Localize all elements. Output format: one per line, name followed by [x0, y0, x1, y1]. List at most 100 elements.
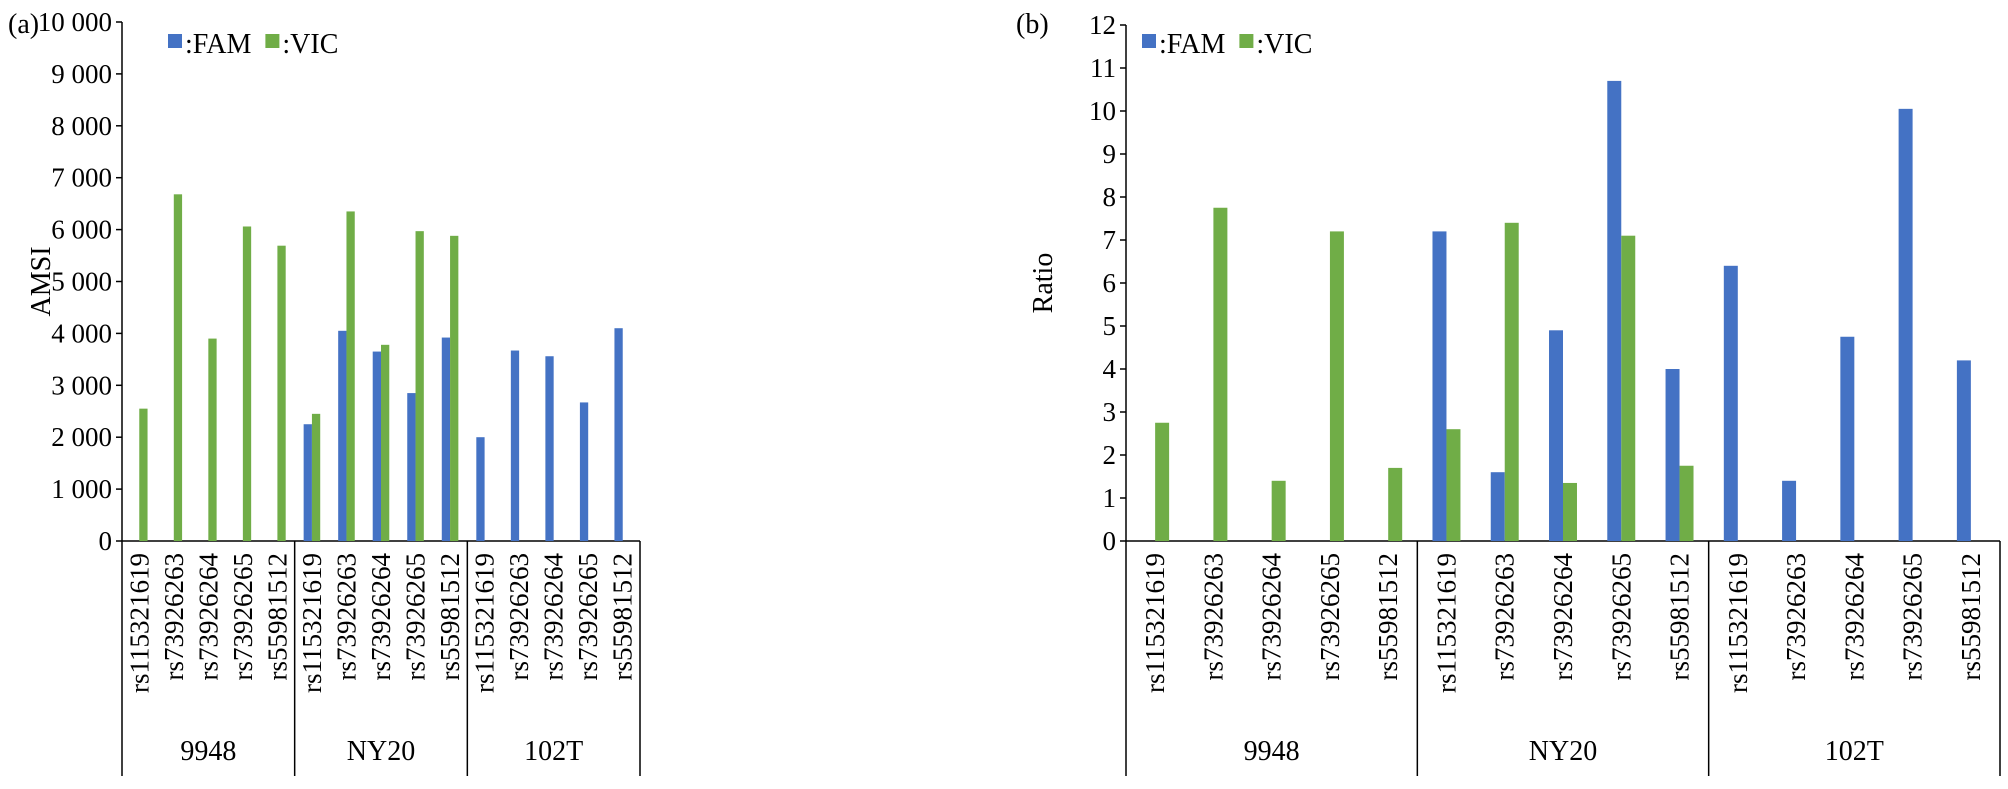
- panel-a-bar-fam: [614, 328, 623, 541]
- panel-a-ytick-label: 4 000: [51, 318, 112, 348]
- panel-a-category-label: rs55981512: [435, 553, 465, 681]
- panel-b-group-label: 9948: [1244, 736, 1300, 767]
- panel-b-category-label: rs73926264: [1839, 553, 1869, 681]
- panel-a-label: (a): [8, 9, 39, 40]
- panel-b-bar-vic: [1213, 207, 1228, 541]
- panel-b-ytick-label: 3: [1103, 397, 1117, 427]
- panel-b-bar-fam: [1665, 369, 1680, 541]
- panel-b-ytick-label: 0: [1103, 526, 1117, 556]
- panel-b-ylabel: Ratio: [1028, 253, 1059, 314]
- panel-a-ytick-label: 9 000: [51, 59, 112, 89]
- panel-a-bar-fam: [545, 356, 554, 541]
- panel-a-bar-vic: [242, 226, 252, 541]
- panel-a-bar-fam: [510, 350, 520, 541]
- panel-b-category-label: rs73926263: [1198, 553, 1228, 681]
- panel-a-category-label: rs55981512: [262, 553, 292, 681]
- panel-a-group-label: NY20: [347, 736, 415, 767]
- panel-b-ytick-label: 9: [1103, 139, 1117, 169]
- panel-b-category-label: rs115321619: [1140, 553, 1170, 693]
- panel-a-category-label: rs115321619: [124, 553, 154, 693]
- panel-a-bar-vic: [381, 344, 390, 541]
- panel-a-category-label: rs73926264: [193, 553, 223, 681]
- panel-a-ylabel: AMSI: [26, 246, 57, 316]
- panel-a-ytick-label: 10 000: [38, 7, 112, 37]
- panel-a-category-label: rs73926263: [331, 553, 361, 681]
- panel-a-ytick-label: 5 000: [51, 267, 112, 297]
- panel-b-category-label: rs73926265: [1315, 553, 1345, 681]
- panel-b-category-label: rs73926263: [1781, 553, 1811, 681]
- panel-a-bar-vic: [277, 245, 286, 541]
- panel-b-bar-fam: [1490, 472, 1505, 541]
- panel-b-bar-fam: [1956, 360, 1971, 541]
- panel-b-bar-vic: [1679, 465, 1694, 541]
- panel-a-bar-vic: [346, 211, 355, 541]
- panel-a-category-label: rs73926263: [159, 553, 189, 681]
- panel-b-ytick-label: 7: [1103, 225, 1117, 255]
- panel-b-bar-fam: [1898, 108, 1913, 541]
- panel-b-bar-vic: [1563, 482, 1577, 541]
- panel-b-category-label: rs73926264: [1548, 553, 1578, 681]
- panel-b-legend-swatch-fam: [1142, 34, 1156, 48]
- panel-b-bar-vic: [1388, 467, 1403, 541]
- panel-b-category-label: rs55981512: [1373, 553, 1403, 681]
- panel-a-bar-vic: [208, 338, 217, 541]
- panel-a-category-label: rs73926263: [504, 553, 534, 681]
- panel-a-category-label: rs73926265: [573, 553, 603, 681]
- panel-a-bar-fam: [441, 337, 451, 541]
- panel-a-legend-swatch-fam: [168, 34, 182, 48]
- panel-b-bar-fam: [1782, 480, 1797, 541]
- panel-a-legend-swatch-vic: [265, 34, 280, 48]
- panel-a-category-label: rs73926265: [401, 553, 431, 681]
- panel-a-chart: (a) AMSI 0 1 000 2 000 3 000 4 000 5 000 6 000 7 …: [8, 7, 641, 776]
- panel-b-category-label: rs55981512: [1956, 553, 1986, 681]
- panel-b-label: (b): [1016, 9, 1049, 40]
- panel-b-category-label: rs115321619: [1431, 553, 1461, 693]
- panel-a-group-label: 9948: [180, 736, 236, 767]
- panel-a-category-label: rs73926264: [366, 553, 396, 681]
- panel-b-legend-label-fam: :FAM: [1159, 29, 1225, 60]
- panel-b-ytick-label: 11: [1090, 53, 1116, 83]
- panel-b-ytick-label: 2: [1103, 440, 1117, 470]
- panel-a-ytick-label: 3 000: [51, 370, 112, 400]
- panel-b-bar-fam: [1723, 265, 1738, 541]
- panel-b-category-label: rs73926264: [1257, 553, 1287, 681]
- panel-b-bar-fam: [1432, 231, 1447, 541]
- panel-a-ytick-label: 2 000: [51, 422, 112, 452]
- panel-a-bar-vic: [450, 235, 459, 541]
- panel-b-category-label: rs55981512: [1665, 553, 1695, 681]
- panel-a-ytick-label: 7 000: [51, 163, 112, 193]
- panel-b-bar-vic: [1621, 235, 1636, 541]
- panel-b-bar-vic: [1271, 480, 1286, 541]
- panel-b-ytick-label: 6: [1103, 268, 1117, 298]
- panel-a-category-label: rs55981512: [608, 553, 638, 681]
- panel-a-ytick-label: 1 000: [51, 474, 112, 504]
- panel-a-legend-label-vic: :VIC: [282, 29, 338, 60]
- panel-a-category-label: rs73926265: [228, 553, 258, 681]
- panel-b-legend-label-vic: :VIC: [1256, 29, 1312, 60]
- panel-b-bar-vic: [1446, 429, 1461, 541]
- panel-a-bar-fam: [372, 351, 381, 541]
- panel-a-ytick-label: 6 000: [51, 215, 112, 245]
- panel-b-ytick-label: 4: [1103, 354, 1117, 384]
- panel-b-bar-vic: [1504, 222, 1519, 542]
- panel-a-bar-fam: [476, 437, 485, 541]
- panel-a-ytick-label: 8 000: [51, 111, 112, 141]
- panel-a-category-label: rs115321619: [470, 553, 500, 693]
- panel-b-ytick-label: 5: [1103, 311, 1117, 341]
- panel-a-bar-fam: [303, 424, 312, 541]
- panel-b-group-label: 102T: [1825, 736, 1884, 767]
- panel-a-group-label: 102T: [524, 736, 583, 767]
- panel-b-bar-fam: [1549, 330, 1563, 541]
- panel-a-bar-fam: [338, 330, 347, 541]
- panel-b-bar-fam: [1840, 336, 1855, 541]
- panel-b-legend-swatch-vic: [1239, 34, 1254, 48]
- panel-a-bar-vic: [415, 231, 424, 542]
- panel-b-bar-vic: [1329, 231, 1344, 541]
- panel-b-ytick-label: 12: [1089, 10, 1116, 40]
- panel-b-category-label: rs73926265: [1898, 553, 1928, 681]
- panel-b-bar-fam: [1607, 80, 1622, 542]
- panel-a-bar-vic: [173, 194, 183, 542]
- panel-b-ytick-label: 8: [1103, 182, 1117, 212]
